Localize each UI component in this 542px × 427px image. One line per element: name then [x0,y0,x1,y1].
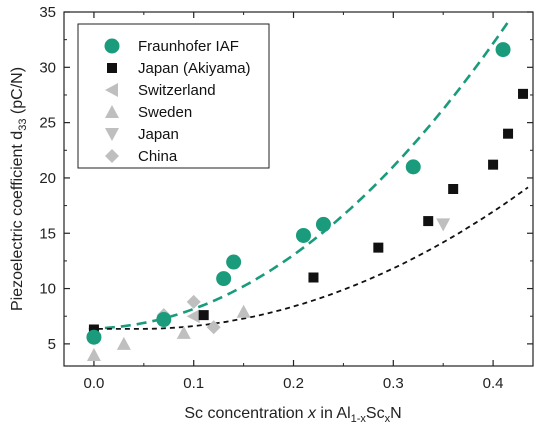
y-tick-label: 10 [39,281,56,298]
data-point [226,254,242,270]
y-tick-label: 30 [39,59,56,76]
legend-marker [105,128,119,141]
data-point [86,329,102,345]
axis-ticks [64,11,533,366]
data-marks [86,42,529,361]
data-point [236,304,251,318]
legend-label: Japan [138,126,179,143]
data-point [405,159,421,175]
data-point [308,272,319,283]
x-axis-label: Sc concentration x in Al1-xScxN [184,405,401,425]
legend-marker [105,149,119,163]
data-point [206,320,221,335]
x-tick-labels: 0.0 0.1 0.2 0.3 0.4 [84,375,504,392]
y-axis-label: Piezoelectric coefficient d33 (pC/N) [9,67,29,311]
data-point [448,184,459,194]
y-tick-label: 25 [39,115,56,132]
legend-marker [105,83,118,97]
data-point [315,216,331,232]
legend: Fraunhofer IAF Japan (Akiyama) Switzerland… [77,23,270,169]
legend-label: China [138,148,178,165]
data-point [186,294,201,309]
x-tick-label: 0.0 [84,375,105,392]
legend-marker [105,105,119,118]
y-tick-labels: 5 10 15 20 25 30 35 [39,4,56,353]
data-point [216,271,232,287]
legend-marker [107,63,117,73]
fit-curve-akiyama [88,186,529,330]
x-tick-label: 0.3 [383,375,404,392]
data-point [503,128,514,139]
data-point [373,242,384,253]
plot-frame [63,11,534,367]
data-point [88,324,99,335]
x-tick-label: 0.4 [483,375,504,392]
data-point [186,309,200,324]
legend-marker [104,38,120,54]
data-point [295,227,311,243]
data-point [198,310,209,321]
data-point [116,336,131,350]
data-point [86,347,101,361]
y-tick-label: 5 [48,336,56,353]
data-point [495,42,511,58]
data-point [176,325,191,339]
data-point [518,88,529,99]
legend-label: Fraunhofer IAF [138,38,239,55]
y-tick-label: 20 [39,170,56,187]
data-point [156,312,172,328]
data-point [436,218,451,232]
legend-label: Japan (Akiyama) [138,60,251,77]
data-point [488,159,499,170]
x-tick-label: 0.2 [283,375,304,392]
y-tick-label: 35 [39,4,56,21]
legend-label: Sweden [138,104,192,121]
legend-label: Switzerland [138,82,216,99]
x-tick-label: 0.1 [183,375,204,392]
data-point [423,216,434,227]
y-tick-label: 15 [39,225,56,242]
